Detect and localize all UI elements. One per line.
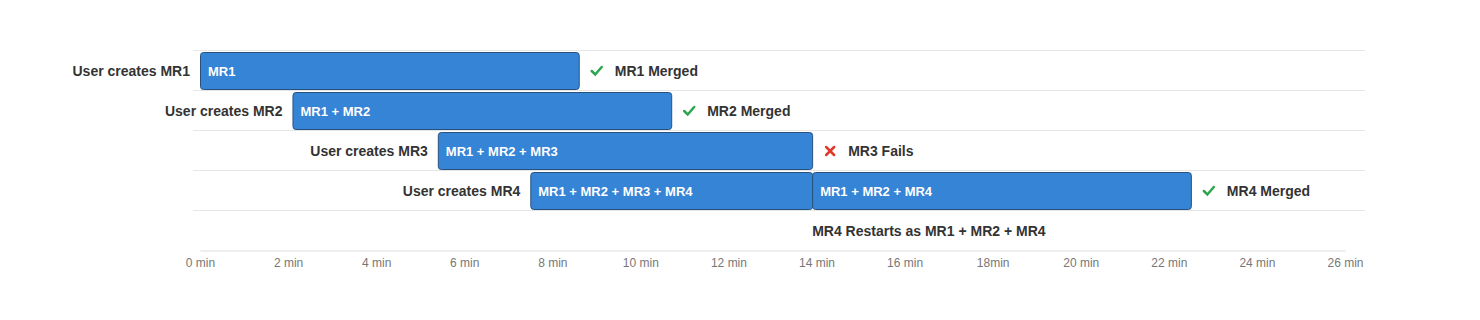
status-icon — [1204, 187, 1214, 195]
labels: User creates MR1 MR1 MR1 Merged User create… — [72, 63, 1310, 239]
tick-label: 22 min — [1151, 256, 1187, 270]
timeline-bar — [201, 53, 580, 90]
x-tick: 18min — [977, 251, 1010, 271]
tick-label: 18min — [977, 256, 1010, 270]
row-grid-line — [193, 210, 1365, 211]
row-grid-line — [193, 90, 1365, 91]
marks — [201, 53, 1192, 210]
status-icon — [826, 147, 834, 155]
x-tick: 26 min — [1327, 251, 1363, 271]
x-tick: 6 min — [450, 251, 479, 271]
tick-label: 10 min — [623, 256, 659, 270]
tick-label: 4 min — [362, 256, 391, 270]
x-tick: 2 min — [274, 251, 303, 271]
x-axis: 0 min 2 min 4 min 6 min 8 min 10 min 12 min 14 … — [186, 251, 1364, 271]
tick-label: 2 min — [274, 256, 303, 270]
axis-line — [201, 251, 1346, 252]
chart-container: 0 min 2 min 4 min 6 min 8 min 10 min 12 min 14 … — [0, 0, 1480, 320]
row-grid-line — [193, 50, 1365, 51]
row-label: User creates MR2 — [165, 103, 283, 119]
tick-label: 20 min — [1063, 256, 1099, 270]
row-grid-line — [193, 170, 1365, 171]
tick-label: 8 min — [538, 256, 567, 270]
row-label: User creates MR1 — [72, 63, 190, 79]
bar-label: MR1 + MR2 + MR3 — [446, 144, 558, 159]
x-tick: 14 min — [799, 251, 835, 271]
x-tick: 4 min — [362, 251, 391, 271]
tick-label: 14 min — [799, 256, 835, 270]
tick-label: 16 min — [887, 256, 923, 270]
outcome-label: MR1 Merged — [615, 63, 698, 79]
outcome-label: MR4 Merged — [1227, 183, 1310, 199]
outcome-label: MR2 Merged — [707, 103, 790, 119]
tick-label: 12 min — [711, 256, 747, 270]
status-icon — [592, 67, 602, 75]
x-tick: 24 min — [1239, 251, 1275, 271]
bar-label: MR1 + MR2 + MR3 + MR4 — [538, 184, 693, 199]
timeline-bar — [531, 173, 813, 210]
bar-label: MR1 + MR2 + MR4 — [820, 184, 933, 199]
row-label: User creates MR3 — [310, 143, 428, 159]
chart-svg: 0 min 2 min 4 min 6 min 8 min 10 min 12 min 14 … — [0, 0, 1480, 320]
row-label: User creates MR4 — [403, 183, 521, 199]
timeline-bar — [293, 93, 672, 130]
tick-label: 6 min — [450, 256, 479, 270]
grid — [193, 51, 1365, 211]
tick-label: 0 min — [186, 256, 215, 270]
x-tick: 0 min — [186, 251, 215, 271]
timeline-bar — [438, 133, 812, 170]
x-tick: 22 min — [1151, 251, 1187, 271]
x-tick: 12 min — [711, 251, 747, 271]
x-tick: 20 min — [1063, 251, 1099, 271]
row-grid-line — [193, 130, 1365, 131]
x-tick: 10 min — [623, 251, 659, 271]
status-icon — [684, 107, 694, 115]
x-tick: 16 min — [887, 251, 923, 271]
bar-label: MR1 — [208, 64, 235, 79]
tick-label: 24 min — [1239, 256, 1275, 270]
tick-label: 26 min — [1327, 256, 1363, 270]
annotation: MR4 Restarts as MR1 + MR2 + MR4 — [812, 223, 1046, 239]
bar-label: MR1 + MR2 — [300, 104, 370, 119]
x-tick: 8 min — [538, 251, 567, 271]
timeline-bar — [813, 173, 1192, 210]
outcome-label: MR3 Fails — [848, 143, 914, 159]
